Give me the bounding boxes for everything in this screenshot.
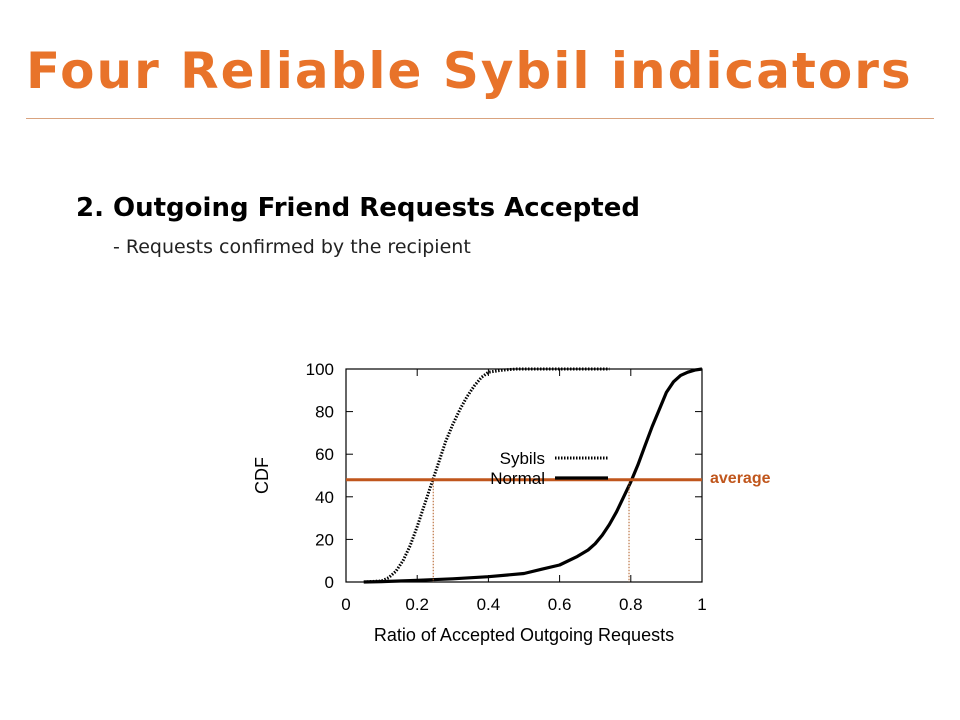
y-tick-label: 100 [306, 360, 334, 379]
y-tick-label: 40 [315, 488, 334, 507]
series-sybils-line [363, 367, 610, 584]
x-tick-label: 0.6 [548, 595, 572, 614]
y-tick-label: 20 [315, 530, 334, 549]
y-tick-label: 60 [315, 445, 334, 464]
plot-frame [345, 368, 703, 583]
x-tick-label: 0.2 [405, 595, 429, 614]
section-heading: 2. Outgoing Friend Requests Accepted [76, 193, 640, 223]
x-tick-label: 0 [341, 595, 350, 614]
series-normal-line [363, 367, 703, 584]
y-tick-label: 0 [325, 573, 334, 592]
section-subheading: - Requests confirmed by the recipient [113, 236, 471, 258]
legend-label-sybils: Sybils [500, 449, 545, 468]
title-divider [26, 118, 934, 119]
x-tick-label: 0.4 [477, 595, 501, 614]
x-axis-label: Ratio of Accepted Outgoing Requests [374, 625, 674, 645]
x-tick-label: 1 [697, 595, 706, 614]
average-label: average [710, 470, 771, 487]
legend-label-normal: Normal [490, 469, 545, 488]
y-axis-label: CDF [252, 457, 272, 494]
y-tick-label: 80 [315, 403, 334, 422]
x-tick-label: 0.8 [619, 595, 643, 614]
slide-title: Four Reliable Sybil indicators [26, 42, 913, 100]
